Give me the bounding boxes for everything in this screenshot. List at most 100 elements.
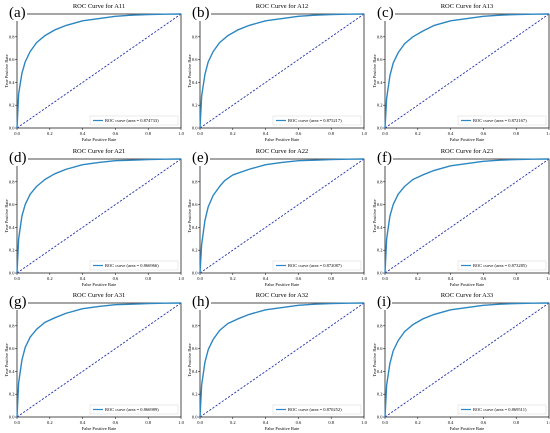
x-tick-label: 1.0 bbox=[546, 131, 550, 136]
roc-chart: ROC Curve for A13 0.0 0.2 0.4 0.6 0.8 1.0 0.0 0.… bbox=[372, 3, 550, 142]
x-tick-label: 0.8 bbox=[513, 276, 519, 281]
y-tick-label: 0.4 bbox=[192, 225, 198, 230]
legend-label: ROC curve (area = 0.873285) bbox=[473, 263, 527, 268]
y-tick-label: 0.0 bbox=[192, 126, 198, 131]
legend-box bbox=[272, 260, 362, 271]
x-tick-label: 1.0 bbox=[546, 276, 550, 281]
y-tick-label: 0.8 bbox=[192, 179, 198, 184]
y-tick-label: 0.8 bbox=[192, 323, 198, 328]
x-axis-label: False Positive Rate bbox=[265, 426, 300, 431]
x-tick-label: 0.0 bbox=[197, 420, 203, 425]
y-tick-label: 0.8 bbox=[9, 323, 15, 328]
chart-title: ROC Curve for A22 bbox=[256, 148, 309, 155]
y-tick-label: 0.2 bbox=[9, 103, 15, 108]
x-tick-label: 1.0 bbox=[361, 131, 367, 136]
roc-curve bbox=[199, 158, 365, 274]
roc-panel: ROC Curve for A31 0.0 0.2 0.4 0.6 0.8 1.0 0.0 0.… bbox=[4, 289, 185, 432]
x-tick-label: 1.0 bbox=[178, 276, 184, 281]
y-axis-label: True Positive Rate bbox=[187, 343, 192, 376]
x-tick-label: 0.0 bbox=[197, 276, 203, 281]
x-tick-label: 0.4 bbox=[263, 420, 269, 425]
y-axis-label: True Positive Rate bbox=[372, 54, 377, 87]
y-axis-label: True Positive Rate bbox=[187, 199, 192, 232]
x-axis-label: False Positive Rate bbox=[450, 137, 485, 142]
panel-letter-label: (g) bbox=[8, 294, 28, 310]
x-tick-label: 0.2 bbox=[230, 276, 236, 281]
x-tick-label: 0.2 bbox=[230, 420, 236, 425]
legend-label: ROC curve (area = 0.870252) bbox=[288, 407, 342, 412]
x-tick-label: 0.8 bbox=[145, 276, 151, 281]
x-tick-label: 0.0 bbox=[14, 131, 20, 136]
y-tick-label: 0.6 bbox=[9, 57, 15, 62]
legend-label: ROC curve (area = 0.866989) bbox=[105, 407, 159, 412]
roc-curve bbox=[199, 13, 365, 129]
x-axis-label: False Positive Rate bbox=[82, 282, 117, 287]
chart-title: ROC Curve for A23 bbox=[441, 148, 494, 155]
chart-title: ROC Curve for A31 bbox=[73, 292, 126, 299]
y-axis-label: True Positive Rate bbox=[4, 343, 9, 376]
legend-label: ROC curve (area = 0.866966) bbox=[105, 263, 159, 268]
x-tick-label: 0.6 bbox=[296, 276, 302, 281]
y-tick-label: 0.4 bbox=[377, 80, 383, 85]
panel-letter-label: (a) bbox=[8, 5, 27, 21]
y-tick-label: 0.8 bbox=[9, 34, 15, 39]
y-tick-label: 0.0 bbox=[9, 126, 15, 131]
y-tick-label: 0.8 bbox=[377, 179, 383, 184]
roc-panel: ROC Curve for A32 0.0 0.2 0.4 0.6 0.8 1.0 0.0 0.… bbox=[187, 289, 368, 432]
y-tick-label: 0.8 bbox=[377, 34, 383, 39]
y-tick-label: 0.0 bbox=[377, 271, 383, 276]
chart-title: ROC Curve for A32 bbox=[256, 292, 309, 299]
x-tick-label: 0.6 bbox=[481, 276, 487, 281]
legend-box bbox=[89, 115, 179, 126]
diagonal-reference-line bbox=[199, 158, 365, 274]
panel-letter-label: (c) bbox=[376, 5, 395, 21]
legend-label: ROC curve (area = 0.872167) bbox=[473, 118, 527, 123]
roc-curve bbox=[16, 302, 182, 418]
y-tick-label: 0.6 bbox=[377, 202, 383, 207]
x-tick-label: 0.8 bbox=[328, 276, 334, 281]
y-tick-label: 0.6 bbox=[192, 202, 198, 207]
y-tick-label: 0.0 bbox=[377, 415, 383, 420]
diagonal-reference-line bbox=[384, 13, 550, 129]
x-tick-label: 0.4 bbox=[263, 276, 269, 281]
y-tick-label: 0.4 bbox=[9, 80, 15, 85]
x-tick-label: 1.0 bbox=[178, 420, 184, 425]
roc-panel: ROC Curve for A13 0.0 0.2 0.4 0.6 0.8 1.0 0.0 0.… bbox=[372, 0, 550, 143]
roc-panel: ROC Curve for A12 0.0 0.2 0.4 0.6 0.8 1.0 0.0 0.… bbox=[187, 0, 368, 143]
y-tick-label: 0.4 bbox=[9, 225, 15, 230]
chart-title: ROC Curve for A33 bbox=[441, 292, 494, 299]
roc-curve bbox=[384, 13, 550, 129]
x-tick-label: 0.6 bbox=[113, 276, 119, 281]
legend-box bbox=[272, 404, 362, 415]
x-tick-label: 0.4 bbox=[80, 276, 86, 281]
y-tick-label: 0.0 bbox=[9, 415, 15, 420]
x-tick-label: 0.4 bbox=[448, 420, 454, 425]
x-axis-label: False Positive Rate bbox=[265, 137, 300, 142]
y-tick-label: 0.0 bbox=[192, 415, 198, 420]
diagonal-reference-line bbox=[16, 302, 182, 418]
x-tick-label: 0.2 bbox=[47, 131, 53, 136]
roc-chart: ROC Curve for A33 0.0 0.2 0.4 0.6 0.8 1.0 0.0 0.… bbox=[372, 292, 550, 431]
y-axis-label: True Positive Rate bbox=[372, 343, 377, 376]
y-tick-label: 0.4 bbox=[377, 369, 383, 374]
roc-panel: ROC Curve for A22 0.0 0.2 0.4 0.6 0.8 1.0 0.0 0.… bbox=[187, 145, 368, 288]
y-axis-label: True Positive Rate bbox=[4, 54, 9, 87]
x-axis-label: False Positive Rate bbox=[265, 282, 300, 287]
chart-title: ROC Curve for A12 bbox=[256, 3, 309, 10]
y-tick-label: 0.0 bbox=[377, 126, 383, 131]
panel-letter-label: (b) bbox=[191, 5, 211, 21]
y-tick-label: 0.2 bbox=[377, 392, 383, 397]
legend-box bbox=[89, 404, 179, 415]
x-tick-label: 0.0 bbox=[382, 276, 388, 281]
x-tick-label: 0.8 bbox=[328, 131, 334, 136]
roc-chart: ROC Curve for A21 0.0 0.2 0.4 0.6 0.8 1.0 0.0 0.… bbox=[4, 148, 185, 287]
x-tick-label: 0.8 bbox=[145, 420, 151, 425]
x-tick-label: 0.8 bbox=[513, 420, 519, 425]
x-axis-label: False Positive Rate bbox=[82, 137, 117, 142]
y-axis-label: True Positive Rate bbox=[4, 199, 9, 232]
y-tick-label: 0.2 bbox=[377, 103, 383, 108]
x-tick-label: 0.6 bbox=[481, 420, 487, 425]
legend-label: ROC curve (area = 0.872087) bbox=[288, 263, 342, 268]
x-tick-label: 0.4 bbox=[80, 131, 86, 136]
diagonal-reference-line bbox=[199, 13, 365, 129]
